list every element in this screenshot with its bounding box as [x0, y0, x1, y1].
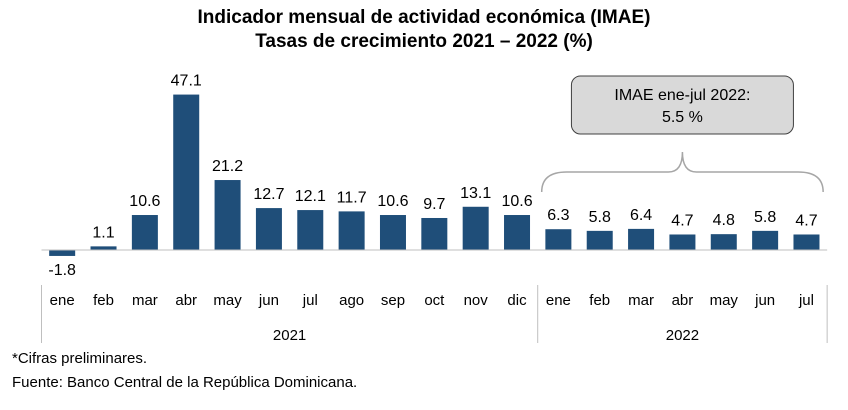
x-tick-label: jul [798, 292, 814, 309]
x-tick-label: jul [302, 292, 318, 309]
bar-chart: -1.8 1.1 10.6 47.1 21.2 12.7 12.1 11.7 10.6 9.7 13… [41, 73, 828, 344]
x-tick-label: abr [175, 292, 197, 309]
annotation-text: IMAE ene-jul 2022: [614, 87, 750, 104]
bar [669, 234, 696, 250]
x-tick-label: oct [424, 292, 445, 309]
x-tick-label: abr [672, 292, 694, 309]
bar [90, 246, 117, 250]
bar [255, 208, 282, 250]
x-tick-label: ago [339, 292, 364, 309]
data-label: 5.8 [754, 209, 776, 226]
data-label: -1.8 [48, 262, 76, 279]
bar [793, 234, 820, 250]
annotation-box [570, 75, 794, 135]
data-label: 12.7 [253, 186, 284, 203]
x-tick-label: nov [464, 292, 489, 309]
bar [504, 215, 531, 250]
x-tick-label: jun [754, 292, 775, 309]
data-label: 5.8 [589, 209, 611, 226]
bar [462, 206, 489, 250]
data-label: 1.1 [92, 224, 114, 241]
bar [752, 230, 779, 250]
x-tick-label: mar [628, 292, 654, 309]
bar [421, 217, 448, 250]
bar [586, 230, 613, 250]
x-tick-label: may [710, 292, 739, 309]
x-tick-label: dic [507, 292, 527, 309]
x-tick-label: mar [132, 292, 158, 309]
bar [338, 211, 365, 250]
x-tick-label: feb [589, 292, 610, 309]
bar [131, 215, 158, 250]
x-tick-label: may [213, 292, 242, 309]
bar [173, 94, 200, 250]
bar [710, 234, 737, 250]
data-label: 10.6 [501, 193, 532, 210]
x-tick-label: sep [381, 292, 405, 309]
x-tick-label: jun [258, 292, 279, 309]
x-tick-label: ene [50, 292, 75, 309]
data-label: 10.6 [377, 193, 408, 210]
data-label: 6.3 [547, 207, 569, 224]
chart-title-block: Indicador mensual de actividad económica… [0, 6, 848, 54]
source-note: Fuente: Banco Central de la República Do… [12, 374, 358, 391]
data-label: 47.1 [171, 73, 202, 90]
bar [545, 229, 572, 250]
data-label: 9.7 [423, 196, 445, 213]
data-label: 4.7 [671, 212, 693, 229]
chart-subtitle: Tasas de crecimiento 2021 – 2022 (%) [255, 31, 593, 52]
annotation-value: 5.5 % [662, 109, 703, 126]
x-tick-label: feb [93, 292, 114, 309]
data-label: 11.7 [337, 189, 367, 206]
bar [628, 228, 655, 250]
year-label: 2022 [666, 327, 699, 344]
data-label: 4.8 [713, 212, 735, 229]
data-label: 6.4 [630, 207, 652, 224]
x-tick-label: ene [546, 292, 571, 309]
bar [379, 215, 406, 250]
data-label: 4.7 [795, 212, 817, 229]
data-label: 10.6 [129, 193, 160, 210]
chart-title: Indicador mensual de actividad económica… [197, 7, 651, 28]
bar [297, 210, 324, 250]
year-label: 2021 [273, 327, 306, 344]
footnote: *Cifras preliminares. [12, 350, 148, 367]
data-label: 13.1 [460, 185, 491, 202]
bar [214, 180, 241, 250]
data-label: 12.1 [295, 188, 326, 205]
bar [49, 250, 76, 256]
annotation-brace [540, 151, 824, 193]
data-label: 21.2 [212, 158, 243, 175]
